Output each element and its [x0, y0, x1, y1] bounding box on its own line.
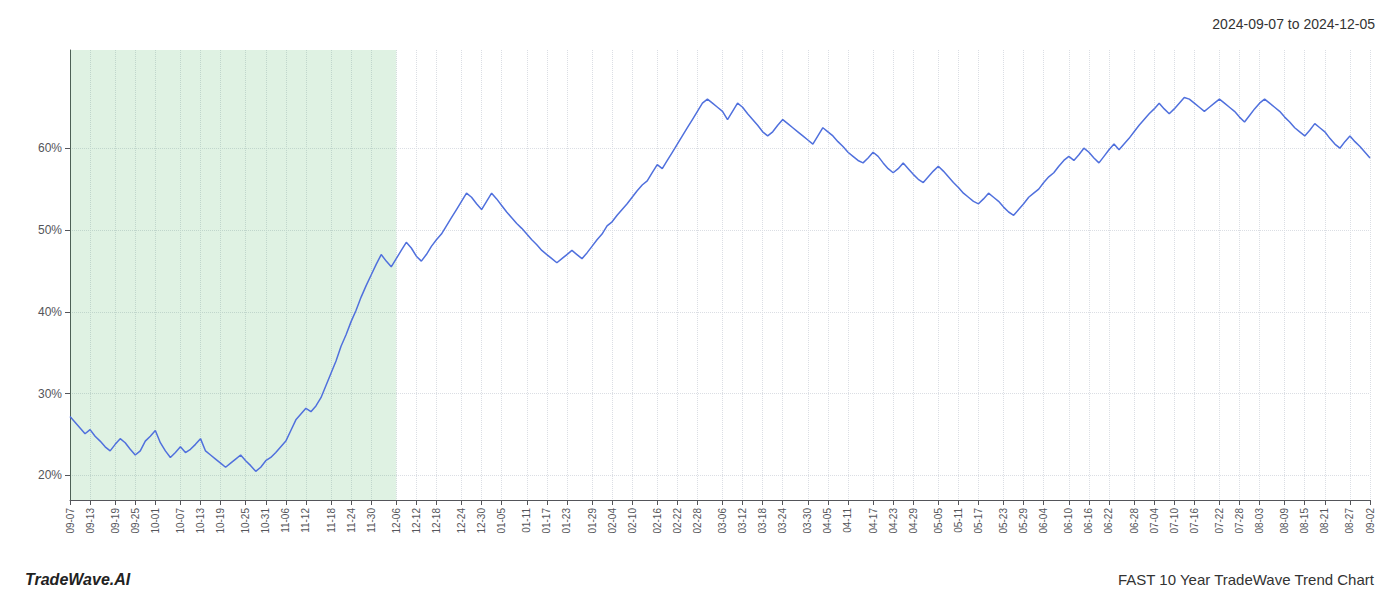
- svg-text:05-05: 05-05: [933, 508, 944, 534]
- svg-text:09-13: 09-13: [85, 508, 96, 534]
- svg-text:04-23: 04-23: [888, 508, 899, 534]
- svg-text:08-09: 08-09: [1279, 508, 1290, 534]
- svg-text:11-12: 11-12: [300, 508, 311, 533]
- svg-text:01-05: 01-05: [496, 508, 507, 534]
- svg-text:01-23: 01-23: [561, 508, 572, 534]
- svg-text:11-30: 11-30: [366, 508, 377, 533]
- svg-text:02-10: 02-10: [627, 508, 638, 534]
- svg-text:03-12: 03-12: [737, 508, 748, 534]
- svg-text:05-29: 05-29: [1018, 508, 1029, 534]
- svg-text:06-28: 06-28: [1129, 508, 1140, 534]
- svg-text:11-18: 11-18: [326, 508, 337, 533]
- svg-text:07-28: 07-28: [1234, 508, 1245, 534]
- svg-text:03-06: 03-06: [717, 508, 728, 534]
- svg-text:10-19: 10-19: [215, 508, 226, 534]
- svg-text:07-10: 07-10: [1169, 508, 1180, 534]
- svg-text:50%: 50%: [38, 223, 62, 237]
- svg-text:02-16: 02-16: [652, 508, 663, 534]
- svg-text:08-21: 08-21: [1319, 508, 1330, 534]
- svg-text:07-16: 07-16: [1189, 508, 1200, 534]
- svg-text:02-28: 02-28: [692, 508, 703, 534]
- svg-text:30%: 30%: [38, 387, 62, 401]
- svg-text:03-30: 03-30: [802, 508, 813, 534]
- svg-text:04-17: 04-17: [868, 508, 879, 534]
- svg-text:12-24: 12-24: [456, 508, 467, 534]
- svg-text:10-07: 10-07: [175, 508, 186, 534]
- svg-text:11-24: 11-24: [346, 508, 357, 533]
- svg-text:06-04: 06-04: [1038, 508, 1049, 534]
- svg-text:07-22: 07-22: [1214, 508, 1225, 534]
- svg-text:04-05: 04-05: [822, 508, 833, 534]
- svg-text:02-04: 02-04: [607, 508, 618, 534]
- svg-text:04-29: 04-29: [908, 508, 919, 534]
- svg-text:09-19: 09-19: [110, 508, 121, 534]
- svg-text:10-01: 10-01: [150, 508, 161, 534]
- svg-text:FAST 10 Year TradeWave Trend C: FAST 10 Year TradeWave Trend Chart: [1118, 571, 1375, 588]
- svg-text:03-18: 03-18: [757, 508, 768, 534]
- svg-text:05-11: 05-11: [953, 508, 964, 533]
- svg-text:01-17: 01-17: [541, 508, 552, 534]
- svg-text:09-25: 09-25: [130, 508, 141, 534]
- svg-text:09-02: 09-02: [1365, 508, 1376, 534]
- svg-text:07-04: 07-04: [1149, 508, 1160, 534]
- svg-text:09-07: 09-07: [65, 508, 76, 534]
- svg-text:40%: 40%: [38, 305, 62, 319]
- svg-text:06-22: 06-22: [1103, 508, 1114, 534]
- svg-text:03-24: 03-24: [777, 508, 788, 534]
- svg-text:60%: 60%: [38, 141, 62, 155]
- svg-text:08-27: 08-27: [1344, 508, 1355, 534]
- svg-text:12-06: 12-06: [391, 508, 402, 534]
- svg-text:10-25: 10-25: [240, 508, 251, 534]
- svg-text:01-11: 01-11: [521, 508, 532, 533]
- svg-text:05-23: 05-23: [998, 508, 1009, 534]
- svg-text:TradeWave.AI: TradeWave.AI: [25, 571, 131, 588]
- svg-text:10-31: 10-31: [260, 508, 271, 534]
- svg-text:08-03: 08-03: [1254, 508, 1265, 534]
- svg-text:11-06: 11-06: [280, 508, 291, 533]
- svg-text:01-29: 01-29: [587, 508, 598, 534]
- svg-text:12-30: 12-30: [476, 508, 487, 534]
- svg-text:20%: 20%: [38, 468, 62, 482]
- svg-text:08-15: 08-15: [1299, 508, 1310, 534]
- svg-text:04-11: 04-11: [842, 508, 853, 533]
- svg-text:12-18: 12-18: [431, 508, 442, 534]
- svg-text:12-12: 12-12: [411, 508, 422, 534]
- svg-text:10-13: 10-13: [195, 508, 206, 534]
- svg-text:06-16: 06-16: [1083, 508, 1094, 534]
- svg-text:05-17: 05-17: [973, 508, 984, 534]
- svg-text:06-10: 06-10: [1063, 508, 1074, 534]
- svg-text:02-22: 02-22: [672, 508, 683, 534]
- svg-text:2024-09-07 to 2024-12-05: 2024-09-07 to 2024-12-05: [1212, 16, 1375, 32]
